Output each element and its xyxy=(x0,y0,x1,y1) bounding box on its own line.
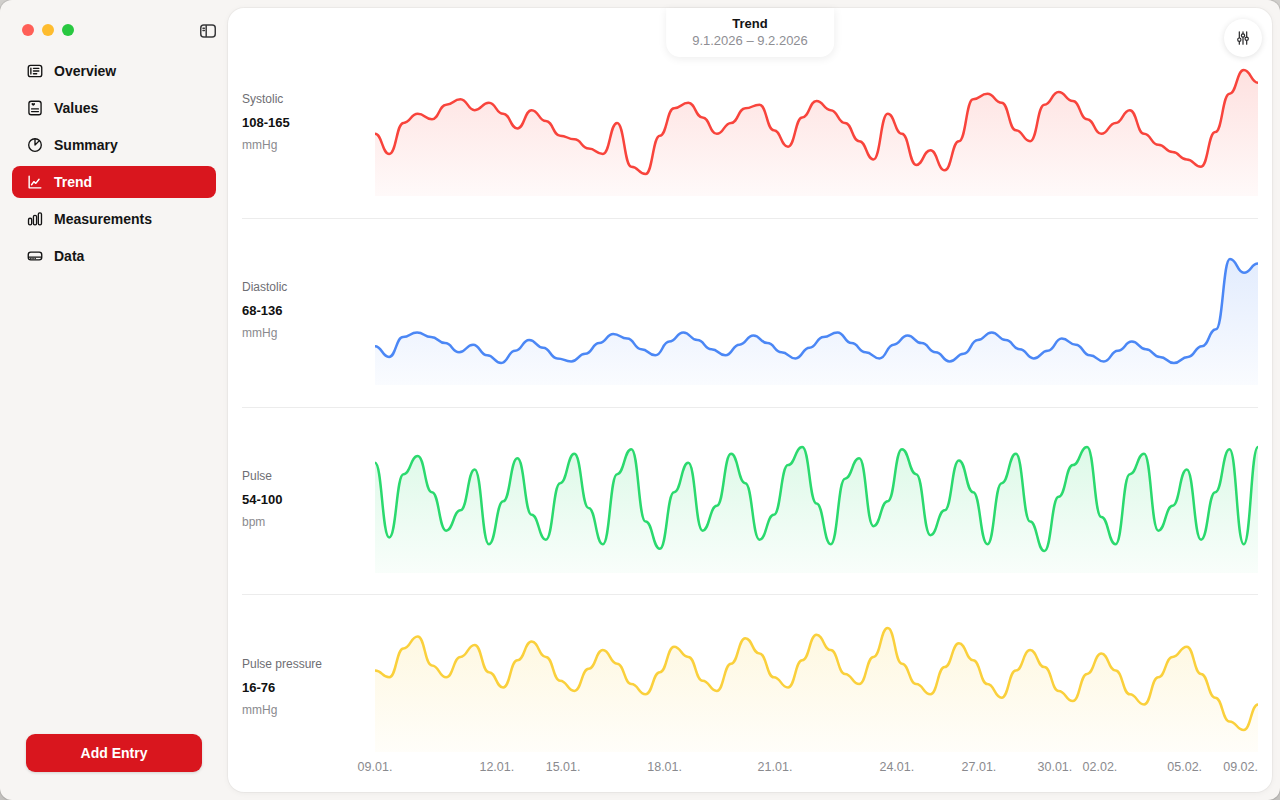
x-axis: 09.01. 12.01. 15.01. 18.01. 21.01. 24.01… xyxy=(375,760,1258,778)
sidebar-item-label: Overview xyxy=(54,63,116,79)
divider xyxy=(242,218,1258,219)
x-axis-tick: 24.01. xyxy=(879,760,914,774)
x-axis-tick: 12.01. xyxy=(479,760,514,774)
measurements-icon xyxy=(26,210,44,228)
sidebar-item-trend[interactable]: Trend xyxy=(12,166,216,198)
x-axis-tick: 30.01. xyxy=(1038,760,1073,774)
pulse-pressure-chart[interactable] xyxy=(375,620,1258,752)
systolic-label-block: Systolic 108-165 mmHg xyxy=(242,88,372,157)
divider xyxy=(242,407,1258,408)
data-icon xyxy=(26,247,44,265)
sidebar: Overview Values xyxy=(0,0,228,800)
pulse-chart[interactable] xyxy=(375,439,1258,573)
summary-icon xyxy=(26,136,44,154)
sidebar-item-label: Values xyxy=(54,100,98,116)
x-axis-tick: 05.02. xyxy=(1167,760,1202,774)
x-axis-tick: 02.02. xyxy=(1083,760,1118,774)
filter-button[interactable] xyxy=(1224,19,1262,57)
values-icon xyxy=(26,99,44,117)
sidebar-item-label: Measurements xyxy=(54,211,152,227)
sidebar-item-overview[interactable]: Overview xyxy=(12,55,216,87)
pulse-pressure-label-block: Pulse pressure 16-76 mmHg xyxy=(242,653,372,722)
x-axis-tick: 27.01. xyxy=(962,760,997,774)
chart-unit: mmHg xyxy=(242,134,372,157)
sidebar-item-measurements[interactable]: Measurements xyxy=(12,203,216,235)
x-axis-tick: 18.01. xyxy=(647,760,682,774)
chart-unit: mmHg xyxy=(242,322,372,345)
traffic-lights xyxy=(22,24,74,36)
systolic-chart[interactable] xyxy=(375,62,1258,196)
chart-name: Diastolic xyxy=(242,276,372,299)
main-content: Trend 9.1.2026 – 9.2.2026 Systolic 108-1… xyxy=(228,8,1272,792)
sidebar-item-summary[interactable]: Summary xyxy=(12,129,216,161)
x-axis-tick: 09.02. xyxy=(1223,760,1258,774)
chart-name: Systolic xyxy=(242,88,372,111)
sidebar-item-label: Data xyxy=(54,248,84,264)
sidebar-item-label: Summary xyxy=(54,137,118,153)
page-title: Trend xyxy=(692,15,808,32)
diastolic-chart[interactable] xyxy=(375,251,1258,385)
pulse-label-block: Pulse 54-100 bpm xyxy=(242,465,372,534)
sliders-icon xyxy=(1234,29,1252,47)
app-window: Overview Values xyxy=(0,0,1280,800)
chart-name: Pulse pressure xyxy=(242,653,372,676)
chart-range: 16-76 xyxy=(242,676,372,699)
sidebar-nav: Overview Values xyxy=(12,55,216,277)
chart-range: 68-136 xyxy=(242,299,372,322)
trend-icon xyxy=(26,173,44,191)
close-button[interactable] xyxy=(22,24,34,36)
overview-icon xyxy=(26,62,44,80)
sidebar-item-data[interactable]: Data xyxy=(12,240,216,272)
date-range: 9.1.2026 – 9.2.2026 xyxy=(692,32,808,49)
chart-name: Pulse xyxy=(242,465,372,488)
header-date-pill[interactable]: Trend 9.1.2026 – 9.2.2026 xyxy=(666,8,834,57)
add-entry-button[interactable]: Add Entry xyxy=(26,734,202,772)
chart-range: 108-165 xyxy=(242,111,372,134)
zoom-button[interactable] xyxy=(62,24,74,36)
minimize-button[interactable] xyxy=(42,24,54,36)
sidebar-toggle-icon[interactable] xyxy=(196,20,220,42)
diastolic-label-block: Diastolic 68-136 mmHg xyxy=(242,276,372,345)
chart-range: 54-100 xyxy=(242,488,372,511)
x-axis-tick: 21.01. xyxy=(758,760,793,774)
x-axis-tick: 09.01. xyxy=(358,760,393,774)
sidebar-item-label: Trend xyxy=(54,174,92,190)
chart-unit: mmHg xyxy=(242,699,372,722)
sidebar-item-values[interactable]: Values xyxy=(12,92,216,124)
chart-unit: bpm xyxy=(242,511,372,534)
divider xyxy=(242,594,1258,595)
x-axis-tick: 15.01. xyxy=(546,760,581,774)
